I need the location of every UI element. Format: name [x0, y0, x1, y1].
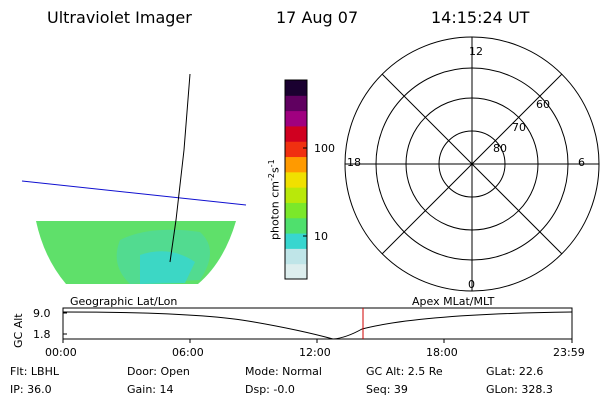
uv-image-patch-2	[140, 251, 195, 284]
altitude-curve	[62, 311, 573, 340]
colorbar-band	[285, 80, 307, 96]
mlt-label-6: 6	[578, 156, 585, 169]
colorbar-band	[285, 171, 307, 188]
colorbar-unit-exp1: -2	[267, 173, 276, 182]
altitude-ytick-9: 9.0	[33, 307, 51, 320]
map-label-apex: Apex MLat/MLT	[412, 295, 495, 308]
info-flt: Flt: LBHL	[10, 365, 59, 378]
mlt-label-18: 18	[347, 156, 361, 169]
mlat-label-60: 60	[536, 98, 550, 111]
instrument-title: Ultraviolet Imager	[47, 8, 192, 27]
altitude-chart	[62, 307, 573, 343]
colorbar-band	[285, 202, 307, 219]
info-seq: Seq: 39	[366, 383, 408, 396]
time-label: 14:15:24 UT	[431, 8, 530, 27]
map-label-geographic: Geographic Lat/Lon	[70, 295, 178, 308]
colorbar-band	[285, 110, 307, 127]
info-mode: Mode: Normal	[245, 365, 322, 378]
colorbar-unit-s: s	[268, 167, 282, 174]
polar-diag-2	[381, 73, 563, 255]
polar-plot	[344, 36, 600, 292]
colorbar-band	[285, 263, 307, 280]
date-label: 17 Aug 07	[276, 8, 359, 27]
altitude-ylabel: GC Alt	[12, 313, 25, 348]
altitude-xtick-0: 00:00	[45, 346, 77, 359]
colorbar-unit-text: photon cm	[268, 181, 282, 240]
colorbar-band	[285, 141, 307, 158]
meridian-line	[169, 73, 191, 263]
colorbar-unit-label: photon cm-2s-1	[267, 159, 282, 240]
altitude-xtick-23: 23:59	[553, 346, 585, 359]
horizon-line	[21, 180, 247, 206]
mlt-label-0: 0	[468, 278, 475, 291]
altitude-xtick-18: 18:00	[426, 346, 458, 359]
info-gain: Gain: 14	[127, 383, 174, 396]
colorbar-unit-exp2: -1	[267, 159, 276, 168]
colorbar-band	[285, 187, 307, 203]
uv-image-map	[21, 73, 247, 284]
colorbar	[285, 80, 307, 280]
colorbar-label-100: 100	[314, 142, 335, 155]
info-gc-alt: GC Alt: 2.5 Re	[366, 365, 443, 378]
info-ip: IP: 36.0	[10, 383, 52, 396]
colorbar-label-10: 10	[314, 230, 328, 243]
info-glat: GLat: 22.6	[486, 365, 544, 378]
mlat-label-70: 70	[512, 121, 526, 134]
altitude-xtick-6: 06:00	[172, 346, 204, 359]
altitude-ytick-18: 1.8	[33, 328, 51, 341]
colorbar-band	[285, 233, 307, 249]
info-glon: GLon: 328.3	[486, 383, 553, 396]
altitude-xtick-12: 12:00	[299, 346, 331, 359]
info-dsp: Dsp: -0.0	[245, 383, 295, 396]
colorbar-band	[285, 125, 307, 142]
colorbar-band	[285, 217, 307, 234]
colorbar-frame	[284, 79, 308, 280]
info-door: Door: Open	[127, 365, 190, 378]
mlat-label-80: 80	[493, 142, 507, 155]
colorbar-band	[285, 248, 307, 265]
mlt-label-12: 12	[469, 45, 483, 58]
colorbar-band	[285, 95, 307, 112]
colorbar-band	[285, 156, 307, 173]
